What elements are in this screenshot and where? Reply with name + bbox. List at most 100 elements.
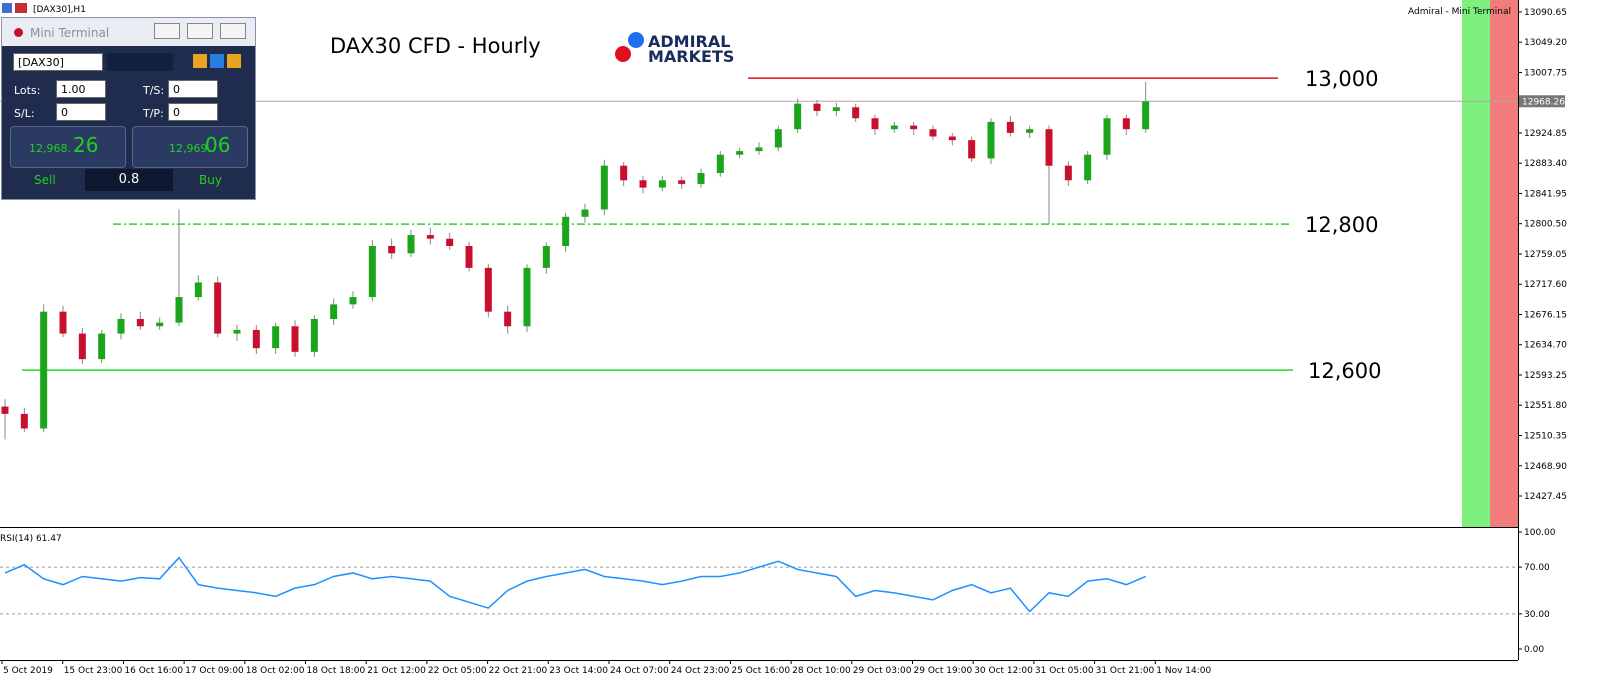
candle-body: [948, 136, 956, 141]
x-tick-label: 17 Oct 09:00: [185, 666, 244, 676]
candle-body: [194, 282, 202, 298]
candle-body: [252, 329, 260, 349]
y-tick-label: 13007.75: [1524, 68, 1567, 78]
current-price-label: 12968.26: [1522, 97, 1565, 107]
y-tick-label: 12468.90: [1524, 462, 1567, 472]
symbol-select[interactable]: [DAX30]: [13, 53, 103, 71]
candle-body: [755, 147, 763, 152]
x-tick-label: 24 Oct 23:00: [671, 666, 730, 676]
spread: 0.8: [85, 169, 173, 191]
candle-body: [794, 103, 802, 130]
chart-title: DAX30 CFD - Hourly: [330, 34, 541, 58]
candle-body: [871, 118, 879, 130]
y-tick-label: 12551.80: [1524, 401, 1567, 411]
candle-body: [59, 311, 67, 334]
mini-terminal: Mini Terminal [DAX30] Lots: 1.00 S/L: 0 …: [1, 17, 256, 200]
y-tick-label: 13049.20: [1524, 38, 1567, 48]
y-tick-label: 12427.45: [1524, 492, 1567, 502]
candle-body: [620, 165, 628, 181]
candle-body: [1026, 129, 1034, 133]
x-tick-label: 28 Oct 10:00: [792, 666, 851, 676]
icon: [14, 28, 23, 37]
candle-body: [504, 311, 512, 327]
label: S/L:: [14, 107, 35, 120]
lots-input[interactable]: 1.00: [56, 80, 106, 98]
y-tick-label: 12841.95: [1524, 189, 1567, 199]
tool-button[interactable]: [210, 54, 224, 68]
y-tick-label: 12634.70: [1524, 341, 1567, 351]
y-tick-label: 12924.85: [1524, 129, 1567, 139]
y-tick-label: 12510.35: [1524, 432, 1567, 442]
candle-body: [832, 107, 840, 111]
candle-body: [523, 267, 531, 327]
minimize-button[interactable]: [154, 23, 180, 39]
candle-body: [78, 333, 86, 360]
tool-button[interactable]: [193, 54, 207, 68]
candle-body: [1006, 121, 1014, 133]
label: Lots:: [14, 84, 41, 97]
sell-bar: [1490, 0, 1518, 527]
icon: [2, 3, 12, 13]
candle-body: [658, 180, 666, 188]
candle-body: [175, 297, 183, 323]
tp-input[interactable]: 0: [168, 103, 218, 121]
candle-body: [581, 209, 589, 217]
candle-body: [1084, 154, 1092, 181]
label: T/S:: [143, 84, 165, 97]
candle-body: [890, 125, 898, 130]
candle-body: [852, 107, 860, 119]
candle-body: [813, 103, 821, 111]
candle-body: [697, 172, 705, 184]
candle-body: [1045, 129, 1053, 166]
buy-button[interactable]: 12,969. 06: [132, 126, 248, 168]
candle-body: [968, 140, 976, 159]
indicator-name: Admiral - Mini Terminal: [1408, 7, 1511, 17]
y-tick-label: 13090.65: [1524, 8, 1567, 18]
y-tick-label: 100.00: [1524, 528, 1556, 538]
buy-label[interactable]: Buy: [199, 173, 222, 187]
candle-body: [136, 318, 144, 327]
symbol-info: [107, 53, 173, 71]
sell-price: 12,968.: [29, 142, 71, 155]
candle-body: [1122, 118, 1130, 130]
x-tick-label: 29 Oct 03:00: [853, 666, 912, 676]
candle-body: [465, 245, 473, 268]
candle-body: [1064, 165, 1072, 181]
candle-body: [368, 245, 376, 298]
sell-button[interactable]: 12,968. 26: [10, 126, 126, 168]
sell-label[interactable]: Sell: [34, 173, 56, 187]
x-tick-label: 18 Oct 18:00: [307, 666, 366, 676]
candle-body: [716, 154, 724, 173]
x-tick-label: 1 Nov 14:00: [1156, 666, 1211, 676]
y-tick-label: 30.00: [1524, 610, 1550, 620]
close-button[interactable]: [220, 23, 246, 39]
candle-body: [678, 180, 686, 184]
candle-body: [117, 318, 125, 334]
buy-pips: 06: [205, 133, 231, 157]
y-tick-label: 12759.05: [1524, 250, 1567, 260]
x-tick-label: 30 Oct 12:00: [974, 666, 1033, 676]
candle-body: [98, 333, 106, 360]
sl-input[interactable]: 0: [56, 103, 106, 121]
candle-body: [214, 282, 222, 334]
y-tick-label: 12883.40: [1524, 159, 1567, 169]
candle-body: [929, 129, 937, 137]
x-tick-label: 29 Oct 19:00: [914, 666, 973, 676]
restore-button[interactable]: [187, 23, 213, 39]
tool-button[interactable]: [227, 54, 241, 68]
x-tick-label: 5 Oct 2019: [3, 666, 53, 676]
candle-body: [446, 238, 454, 246]
sell-pips: 26: [73, 133, 99, 157]
candle-body: [600, 165, 608, 210]
y-tick-label: 12593.25: [1524, 371, 1567, 381]
candle-body: [20, 413, 28, 429]
level-label: 12,800: [1305, 213, 1378, 237]
x-tick-label: 18 Oct 02:00: [246, 666, 305, 676]
candle-body: [774, 129, 782, 148]
panel-title: Mini Terminal: [30, 26, 110, 40]
current-price-tag: [1519, 95, 1565, 108]
candle-body: [1, 406, 9, 414]
ts-input[interactable]: 0: [168, 80, 218, 98]
x-tick-label: 24 Oct 07:00: [610, 666, 669, 676]
